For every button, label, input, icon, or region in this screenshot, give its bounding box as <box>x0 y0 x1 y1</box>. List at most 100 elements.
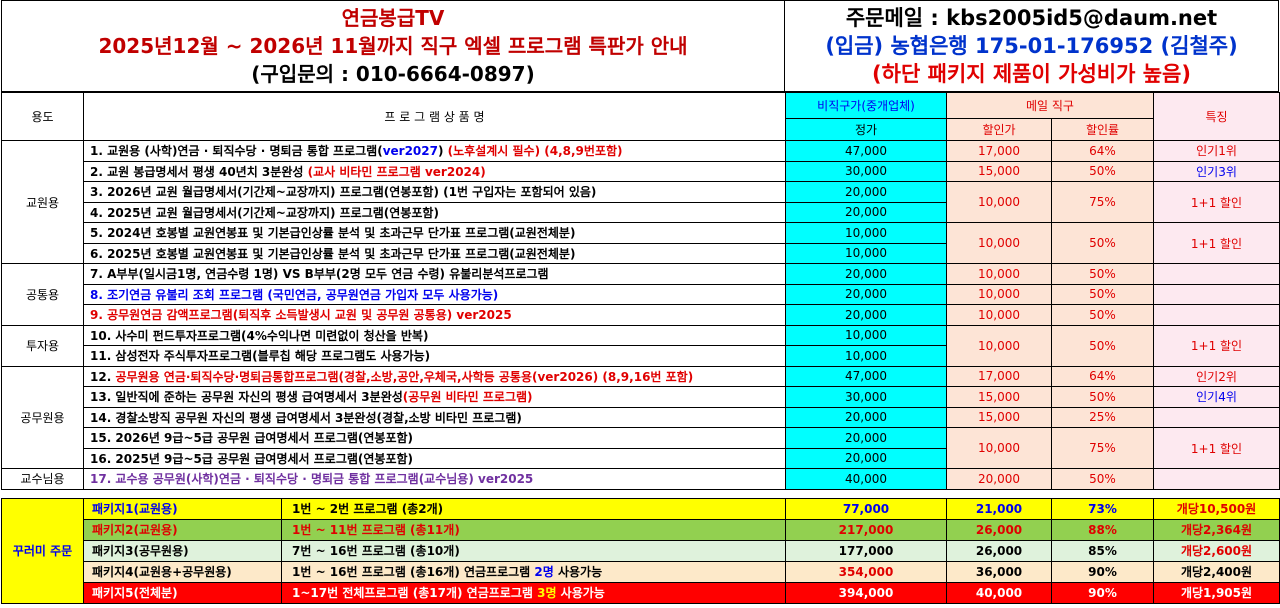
program-name: 16. 2025년 9급~5급 공무원 급여명세서 프로그램(연봉포함) <box>83 447 786 469</box>
rate-cell: 75% <box>1051 181 1154 223</box>
header-left: 연금봉급TV 2025년12월 ~ 2026년 11월까지 직구 엑셀 프로그램 … <box>2 1 785 91</box>
program-row: 공통용 7. A부부(일시금1명, 연금수령 1명) VS B부부(2명 모두 연… <box>1 263 1280 326</box>
package-price: 177,000 <box>785 539 947 562</box>
text-segment: 1번 ~ 16번 프로그램 (총16개) 연금프로그램 <box>292 565 535 579</box>
usage-cell: 공통용 <box>1 263 84 326</box>
feature-cell: 인기4위 <box>1153 386 1280 408</box>
text-segment: 사용가능 <box>553 565 603 579</box>
text-segment: 7. A부부(일시금1명, 연금수령 1명) VS B부부(2명 모두 연금 수… <box>90 267 549 282</box>
program-row: 8. 조기연금 유불리 조회 프로그램 (국민연금, 공무원연금 가입자 모두 … <box>2 283 1280 305</box>
package-price: 217,000 <box>785 518 947 541</box>
package-desc: 1번 ~ 2번 프로그램 (총2개) <box>281 497 786 520</box>
program-row: 13. 일반직에 준하는 공무원 자신의 평생 급여명세서 3분완성(공무원 비… <box>2 386 1280 408</box>
column-header: 용도 <box>1 92 84 141</box>
rate-cell: 50% <box>1051 304 1154 326</box>
program-row: 9. 공무원연금 감액프로그램(퇴직후 소득발생시 교원 및 공무원 공통용) … <box>2 304 1280 326</box>
program-name: 12. 공무원용 연금·퇴직수당·명퇴금통합프로그램(경찰,소방,공안,우체국,… <box>83 365 786 387</box>
package-unit: 개당2,600원 <box>1153 539 1280 562</box>
program-row: 6. 2025년 호봉별 교원연봉표 및 기본급인상률 분석 및 초과근무 단가… <box>2 242 1280 264</box>
discount-cell: 10,000 <box>946 181 1052 223</box>
program-row: 투자용 10. 사수미 펀드투자프로그램(4%수익나면 미련없이 청산을 반복) 1… <box>1 324 1280 367</box>
package-desc: 7번 ~ 16번 프로그램 (총10개) <box>281 539 786 562</box>
package-unit: 개당2,400원 <box>1153 560 1280 583</box>
price-cell: 20,000 <box>785 263 947 285</box>
package-discount: 26,000 <box>946 518 1052 541</box>
rate-cell: 64% <box>1051 140 1154 162</box>
rate-cell: 50% <box>1051 468 1154 490</box>
feature-cell <box>1153 283 1280 305</box>
program-name: 2. 교원 봉급명세서 평생 40년치 3분완성 (교사 비타민 프로그램 ve… <box>83 160 786 182</box>
program-row: 11. 삼성전자 주식투자프로그램(블루칩 해당 프로그램도 사용가능) 10,0… <box>2 345 1280 367</box>
discount-cell: 17,000 <box>946 365 1052 387</box>
price-cell: 20,000 <box>785 181 947 203</box>
text-segment: 14. 경찰소방직 공무원 자신의 평생 급여명세서 3분완성(경찰,소방 비타… <box>90 410 522 425</box>
package-discount: 21,000 <box>946 497 1052 520</box>
price-cell: 20,000 <box>785 406 947 428</box>
discount-cell: 10,000 <box>946 263 1052 285</box>
discount-cell: 15,000 <box>946 386 1052 408</box>
text-segment: 2. 교원 봉급명세서 평생 40년치 3분완성 <box>90 164 308 179</box>
program-name: 10. 사수미 펀드투자프로그램(4%수익나면 미련없이 청산을 반복) <box>83 324 786 346</box>
price-cell: 20,000 <box>785 283 947 305</box>
rate-cell: 50% <box>1051 222 1154 264</box>
rate-cell: 64% <box>1051 365 1154 387</box>
rate-cell: 50% <box>1051 263 1154 285</box>
header-right: 주문메일 : kbs2005id5@daum.net (입금) 농협은행 175-… <box>785 1 1278 91</box>
price-cell: 30,000 <box>785 386 947 408</box>
column-header: 특징 <box>1153 92 1280 141</box>
price-cell: 10,000 <box>785 324 947 346</box>
text-segment: 6. 2025년 호봉별 교원연봉표 및 기본급인상률 분석 및 초과근무 단가… <box>90 246 576 261</box>
program-row: 교원용 1. 교원용 (사학)연금 · 퇴직수당 · 명퇴금 통합 프로그램(ve… <box>1 140 1280 264</box>
text-segment: ) <box>437 144 448 159</box>
text-segment: (공무원 비타민 프로그램) <box>402 390 533 405</box>
package-rate: 88% <box>1051 518 1154 541</box>
price-cell: 20,000 <box>785 304 947 326</box>
package-rate: 85% <box>1051 539 1154 562</box>
feature-cell <box>1153 304 1280 326</box>
price-cell: 30,000 <box>785 160 947 182</box>
price-cell: 47,000 <box>785 140 947 162</box>
text-segment: 1. 교원용 (사학)연금 · 퇴직수당 · 명퇴금 통합 프로그램( <box>90 144 383 159</box>
header: 연금봉급TV 2025년12월 ~ 2026년 11월까지 직구 엑셀 프로그램 … <box>1 0 1279 92</box>
package-price: 77,000 <box>785 497 947 520</box>
text-segment: 2명 <box>534 565 554 579</box>
feature-cell: 1+1 할인 <box>1153 427 1280 469</box>
feature-cell: 인기1위 <box>1153 140 1280 162</box>
text-segment: 3. 2026년 교원 월급명세서(기간제~교장까지) 프로그램(연봉포함) (… <box>90 185 597 200</box>
text-segment: 공무원용 연금·퇴직수당·명퇴금통합프로그램(경찰,소방,공안,우체국,사학등 … <box>115 369 694 384</box>
package-unit: 개당2,364원 <box>1153 518 1280 541</box>
text-segment: (교사 비타민 프로그램 ver2024) <box>307 164 486 179</box>
table-body: 용도 프 로 그 램 상 품 명 비직구가(중개업체) 메일 직구 특징 정가 할인가 할인률… <box>1 92 1280 490</box>
package-table: 꾸러미 주문 패키지1(교원용) 1번 ~ 2번 프로그램 (총2개) 77,000 2… <box>1 497 1280 604</box>
package-name: 패키지3(공무원용) <box>83 539 282 562</box>
program-name: 11. 삼성전자 주식투자프로그램(블루칩 해당 프로그램도 사용가능) <box>83 345 786 367</box>
text-segment: 11. 삼성전자 주식투자프로그램(블루칩 해당 프로그램도 사용가능) <box>90 349 431 364</box>
program-name: 4. 2025년 교원 월급명세서(기간제~교장까지) 프로그램(연봉포함) <box>83 201 786 223</box>
text-segment: 16. 2025년 9급~5급 공무원 급여명세서 프로그램(연봉포함) <box>90 451 414 466</box>
program-row: 16. 2025년 9급~5급 공무원 급여명세서 프로그램(연봉포함) 20,0… <box>2 447 1280 469</box>
program-name: 15. 2026년 9급~5급 공무원 급여명세서 프로그램(연봉포함) <box>83 427 786 449</box>
price-table: 용도 프 로 그 램 상 품 명 비직구가(중개업체) 메일 직구 특징 정가 할인가 할인률… <box>1 92 1280 490</box>
package-desc: 1번 ~ 16번 프로그램 (총16개) 연금프로그램 2명 사용가능 <box>281 560 786 583</box>
rate-cell: 50% <box>1051 386 1154 408</box>
header-line: 2025년12월 ~ 2026년 11월까지 직구 엑셀 프로그램 특판가 안내 <box>98 34 688 58</box>
feature-cell <box>1153 263 1280 285</box>
package-label: 꾸러미 주문 <box>1 497 84 604</box>
text-segment: 7번 ~ 16번 프로그램 (총10개) <box>292 544 460 558</box>
rate-cell: 75% <box>1051 427 1154 469</box>
price-cell: 40,000 <box>785 468 947 490</box>
program-row: 공무원용 12. 공무원용 연금·퇴직수당·명퇴금통합프로그램(경찰,소방,공안,… <box>1 365 1280 469</box>
feature-cell: 인기2위 <box>1153 365 1280 387</box>
package-rate: 90% <box>1051 560 1154 583</box>
text-segment: 10. 사수미 펀드투자프로그램(4%수익나면 미련없이 청산을 반복) <box>90 328 429 343</box>
text-segment: 사용가능 <box>556 586 605 600</box>
package-name: 패키지5(전체분) <box>83 581 282 604</box>
text-segment: 5. 2024년 호봉별 교원연봉표 및 기본급인상률 분석 및 초과근무 단가… <box>90 226 576 241</box>
column-header: 정가 <box>785 118 947 141</box>
package-row: 패키지4(교원용+공무원용) 1번 ~ 16번 프로그램 (총16개) 연금프로그… <box>2 560 1280 583</box>
text-segment: 1번 ~ 11번 프로그램 (총11개) <box>292 523 460 537</box>
package-price: 394,000 <box>785 581 947 604</box>
package-name: 패키지1(교원용) <box>83 497 282 520</box>
package-rate: 73% <box>1051 497 1154 520</box>
program-row: 14. 경찰소방직 공무원 자신의 평생 급여명세서 3분완성(경찰,소방 비타… <box>2 406 1280 428</box>
